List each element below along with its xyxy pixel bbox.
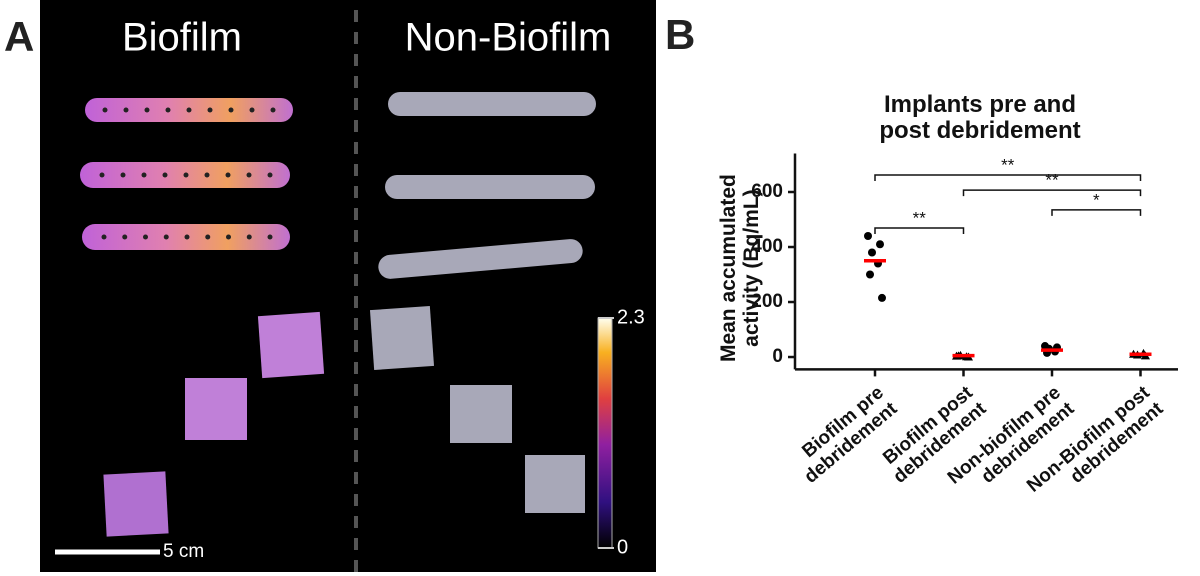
y-axis-label: Mean accumulated activity (Bq/mL)	[716, 174, 763, 363]
y-tick-label: 400	[751, 236, 783, 257]
hole	[144, 107, 150, 113]
significance-bracket	[962, 189, 1142, 197]
non-biofilm-plates	[369, 92, 596, 513]
plate-holes	[99, 107, 276, 240]
hole	[267, 234, 273, 240]
hole	[184, 234, 190, 240]
hole	[101, 234, 107, 240]
hole	[123, 107, 129, 113]
significance-bracket	[874, 227, 965, 235]
hole	[226, 234, 231, 240]
significance-label: **	[1001, 155, 1015, 174]
scale-label: 5 cm	[163, 541, 204, 562]
hole	[141, 172, 147, 178]
hole	[163, 234, 169, 240]
significance-bracket	[874, 174, 1142, 181]
panel-label: B	[665, 11, 695, 58]
hole	[207, 107, 213, 113]
y-tick-label: 200	[751, 291, 783, 312]
hole	[228, 107, 234, 113]
hole	[102, 107, 108, 113]
right-label: Non-Biofilm	[405, 16, 612, 60]
chart-title: Implants pre and post debridement	[879, 91, 1081, 145]
hole	[249, 107, 255, 113]
hole	[99, 172, 105, 178]
data-point	[868, 248, 876, 257]
hole	[183, 172, 189, 178]
hole	[122, 234, 128, 240]
hole	[225, 172, 231, 178]
significance-label: **	[1045, 171, 1059, 190]
panel-label: A	[4, 13, 34, 60]
hole	[165, 107, 171, 113]
data-point	[878, 293, 886, 302]
hole	[143, 234, 148, 240]
y-tick-label: 600	[751, 181, 783, 202]
hole	[246, 172, 252, 178]
colorbar	[597, 317, 613, 549]
significance-bracket	[1051, 209, 1142, 216]
data-point	[864, 232, 872, 241]
hole	[246, 234, 252, 240]
significance-label: **	[913, 209, 927, 228]
y-tick-label: 0	[772, 346, 783, 367]
data-point	[876, 240, 884, 249]
hole	[120, 172, 126, 178]
hole	[270, 107, 276, 113]
hole	[204, 172, 210, 178]
colorbar-label: 2.3	[617, 306, 645, 328]
left-label: Biofilm	[122, 16, 242, 60]
colorbar-label: 0	[617, 536, 628, 558]
hole	[205, 234, 211, 240]
data-point	[866, 270, 874, 279]
hole	[186, 107, 192, 113]
significance-label: *	[1093, 190, 1100, 209]
hole	[162, 172, 168, 178]
hole	[267, 172, 273, 178]
